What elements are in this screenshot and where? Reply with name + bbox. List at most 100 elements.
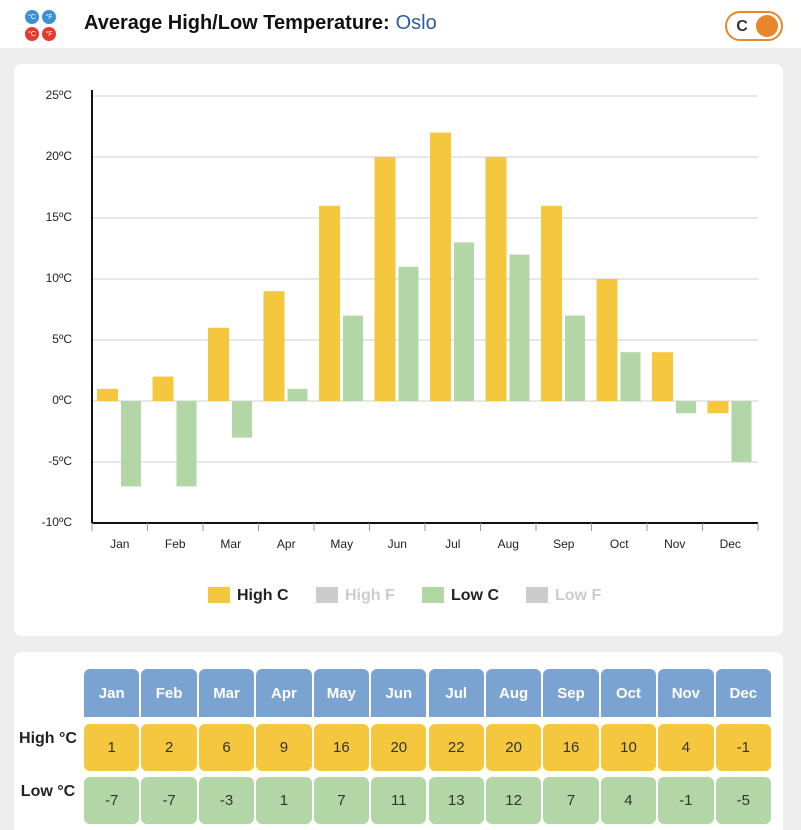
x-tick-label: Jul [445,537,460,551]
table-cell: 7 [543,777,599,824]
bar [620,352,641,401]
x-tick-label: Nov [664,537,685,551]
icon-dot [25,10,39,24]
x-tick-label: Apr [277,537,296,551]
bar [343,315,363,401]
bar [565,315,585,401]
table-cell: 4 [658,724,714,771]
table-cell: 13 [428,777,484,824]
y-tick-label: 10ºC [46,271,73,285]
title: Average High/Low Temperature: Oslo [84,12,437,34]
icon-dot [25,27,39,41]
bar [374,157,396,401]
table-cell: -5 [715,777,771,824]
x-tick-label: Sep [553,537,575,551]
table-cell: -1 [715,724,771,771]
legend-swatch [208,587,230,603]
icon-label: °F [45,30,52,38]
table-cell: 16 [543,724,599,771]
x-tick-label: Feb [165,537,186,551]
table-cell: 12 [485,777,542,824]
table-header: Jun [371,669,427,717]
toggle-knob[interactable] [756,15,778,37]
table-cell: 10 [600,724,657,771]
bar [430,132,451,401]
bar [707,401,729,414]
legend-swatch [422,587,444,603]
x-tick-label: Dec [720,537,741,551]
legend-swatch [316,587,338,603]
bar [596,279,618,401]
bar [652,352,673,401]
legend-label: Low C [451,587,499,604]
table-cell: -3 [198,777,255,824]
table-header: Jan [84,669,140,717]
bar [509,254,530,401]
table-header: Nov [658,669,714,717]
bar [263,291,285,401]
table-cell: 11 [371,777,427,824]
table-cell: 7 [313,777,370,824]
unit-toggle[interactable]: C [725,11,783,41]
y-tick-label: 20ºC [46,149,73,163]
table-header: Feb [141,669,197,717]
header-bar [0,0,801,48]
table-header: Jul [428,669,484,717]
table-cell: -7 [141,777,197,824]
toggle-label[interactable]: C [736,18,748,35]
table-header: Oct [600,669,657,717]
table-cell: 20 [371,724,427,771]
bar [152,376,174,401]
table-header: Mar [198,669,255,717]
x-tick-label: Jan [110,537,129,551]
table-cell: 2 [141,724,197,771]
table-cell: 6 [198,724,255,771]
table-header: Aug [485,669,542,717]
x-tick-label: Aug [498,537,519,551]
bar [454,242,474,401]
table-cell: 16 [313,724,370,771]
table-cell: 22 [428,724,484,771]
table-cell: 4 [600,777,657,824]
bar [287,388,308,401]
y-tick-label: 0ºC [52,393,72,407]
legend-label: High F [345,587,395,604]
table-cell: -1 [658,777,714,824]
bar [676,401,696,414]
y-tick-label: 5ºC [52,332,72,346]
bar [97,388,118,401]
table-header: Dec [715,669,771,717]
table-cell: 20 [485,724,542,771]
table-header: Sep [543,669,599,717]
table-cell: 1 [84,724,140,771]
table-header: Apr [256,669,312,717]
bar [398,266,419,401]
y-tick-label: -5ºC [48,454,72,468]
x-tick-label: Mar [220,537,241,551]
title-text: Average High/Low Temperature: [84,12,390,34]
bar [319,205,340,401]
bar [541,205,562,401]
table-cell: 9 [256,724,312,771]
x-tick-label: Oct [610,537,629,551]
legend-label: High C [237,587,289,604]
bar [176,401,197,487]
bar [208,327,229,401]
icon-label: °F [45,13,52,21]
icon-dot [42,10,56,24]
x-tick-label: Jun [388,537,407,551]
table-cell: -7 [84,777,140,824]
app-icon: °C °F °C °F [25,10,56,41]
bar [232,401,252,438]
y-tick-label: 25ºC [46,88,73,102]
city[interactable]: Oslo [396,12,437,34]
row-label: Low °C [20,783,76,800]
y-tick-label: 15ºC [46,210,73,224]
table-cell: 1 [256,777,312,824]
row-label: High °C [19,730,77,747]
icon-dot [42,27,56,41]
table-header: May [313,669,370,717]
bar [121,401,141,487]
icon-label: °C [28,30,36,38]
